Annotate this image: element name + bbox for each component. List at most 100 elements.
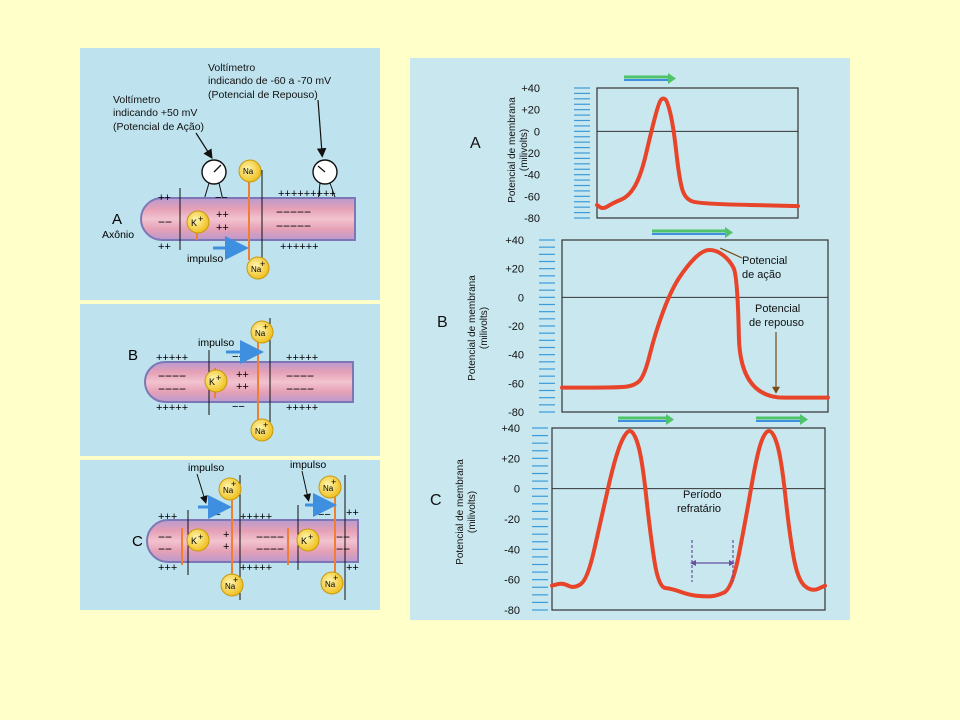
- charge-marks: −−−−: [286, 382, 314, 396]
- callout-arrow: [301, 470, 312, 502]
- panel-label-b: B: [128, 347, 138, 364]
- y-tick-label: +20: [505, 264, 524, 276]
- y-tick-label: 0: [518, 292, 524, 304]
- annotation-refractory-period: refratário: [677, 503, 721, 515]
- annotation-rest-potential: de repouso: [749, 317, 804, 329]
- y-axis-label: (milivolts): [519, 129, 530, 171]
- y-axis-label: Potencial de membrana: [467, 275, 478, 381]
- charge-marks: −−−−: [158, 369, 186, 383]
- charge-marks: −−: [336, 530, 350, 544]
- svg-text:+: +: [263, 420, 268, 430]
- svg-text:+: +: [198, 214, 203, 224]
- charge-marks: −−−−: [256, 542, 284, 556]
- charge-marks: +: [223, 541, 229, 553]
- y-tick-label: -40: [524, 170, 540, 182]
- impulse-label: impulso: [198, 337, 234, 349]
- charge-marks: +++++++++: [278, 188, 336, 200]
- panel-separator: [80, 300, 380, 304]
- svg-text:+: +: [216, 373, 221, 383]
- y-tick-label: -60: [524, 191, 540, 203]
- y-tick-label: -40: [504, 544, 520, 556]
- axon-panel-b: B +++++ −− +++++ −−−− −−−− ++ ++ −−−− −−…: [128, 318, 354, 442]
- annotation-action-potential: de ação: [742, 269, 781, 281]
- axon-panel-c: C +++ −− +++++ −− ++ −− −− + + −−−− −−−−…: [132, 459, 359, 600]
- annotation-action-potential: Potencial: [742, 255, 787, 267]
- charge-marks: +: [223, 529, 229, 541]
- charge-marks: ++: [158, 241, 171, 253]
- charge-marks: +++: [158, 562, 177, 574]
- svg-text:K: K: [301, 536, 307, 546]
- annotation-rest-potential: Potencial: [755, 303, 800, 315]
- svg-text:K: K: [209, 377, 215, 387]
- y-tick-label: 0: [534, 126, 540, 138]
- potassium-ion-icon: K +: [204, 369, 228, 393]
- potassium-ion-icon: K +: [186, 210, 210, 234]
- charge-marks: −−−−−: [276, 205, 311, 219]
- svg-text:+: +: [308, 532, 313, 542]
- callout-action-potential: Voltímetro indicando +50 mV (Potencial d…: [113, 94, 204, 133]
- svg-text:Na: Na: [255, 329, 266, 338]
- svg-text:Na: Na: [225, 582, 236, 591]
- callout-rest-line: Voltímetro: [208, 62, 255, 74]
- charge-marks: +++++: [240, 511, 272, 523]
- callout-arrow: [196, 473, 208, 504]
- propagation-arrowhead: [725, 227, 733, 238]
- y-tick-label: -60: [504, 575, 520, 587]
- callout-rest-line: (Potencial de Repouso): [208, 89, 318, 101]
- svg-text:Na: Na: [255, 427, 266, 436]
- refractory-interval-arrow: [729, 560, 735, 566]
- potassium-ion-icon: K +: [296, 528, 320, 552]
- y-axis-label: (milivolts): [479, 307, 490, 349]
- axon-panel-a: A Axônio ++ −− +++++++++ −− ++ ++ −−−−− …: [102, 159, 356, 280]
- impulse-label: impulso: [187, 253, 223, 265]
- charge-marks: ++: [346, 562, 359, 574]
- charge-marks: +++++: [240, 562, 272, 574]
- charge-marks: ++: [216, 222, 229, 234]
- y-axis-label: Potencial de membrana: [507, 97, 518, 203]
- svg-text:+: +: [231, 479, 236, 489]
- svg-text:K: K: [191, 218, 197, 228]
- charge-marks: +++++: [156, 402, 188, 414]
- y-tick-label: -80: [504, 605, 520, 617]
- svg-text:Na: Na: [323, 484, 334, 493]
- svg-text:+: +: [333, 573, 338, 583]
- callout-rest-potential: Voltímetro indicando de -60 a -70 mV (Po…: [208, 62, 331, 101]
- sodium-ion-icon: Na +: [320, 571, 344, 595]
- charge-marks: −−−−: [256, 530, 284, 544]
- svg-text:Na: Na: [223, 486, 234, 495]
- charge-marks: −−: [158, 542, 172, 556]
- membrane-potential-curve: [550, 429, 827, 599]
- graph-a: +40 +20 0 -20 -40 -60 -80 A Potencial de membran…: [470, 73, 800, 225]
- charge-marks: ++++++: [280, 241, 319, 253]
- sodium-ion-icon: Na +: [318, 475, 342, 499]
- svg-text:K: K: [191, 536, 197, 546]
- panel-label-a: A: [112, 211, 122, 228]
- svg-text:Na: Na: [243, 167, 254, 176]
- callout-arrow: [316, 99, 327, 158]
- y-tick-label: 0: [514, 484, 520, 496]
- svg-text:+: +: [331, 477, 336, 487]
- annotation-pointer: [772, 386, 780, 394]
- charge-marks: ++: [236, 381, 249, 393]
- axon-label: Axônio: [102, 229, 134, 241]
- charge-marks: −−−−−: [276, 219, 311, 233]
- propagation-arrowhead: [666, 414, 674, 425]
- plot-frame: [596, 87, 799, 219]
- y-tick-label: -20: [504, 514, 520, 526]
- svg-text:+: +: [263, 322, 268, 332]
- charge-marks: +++++: [286, 352, 318, 364]
- svg-text:+: +: [233, 575, 238, 585]
- axon-body: [144, 361, 354, 403]
- charge-marks: +++++: [156, 352, 188, 364]
- graph-panel: [410, 58, 850, 620]
- y-axis-label: Potencial de membrana: [455, 459, 466, 565]
- potassium-ion-icon: K +: [186, 528, 210, 552]
- svg-text:Na: Na: [325, 580, 336, 589]
- y-tick-label: -40: [508, 350, 524, 362]
- sodium-ion-icon: Na +: [220, 573, 244, 597]
- propagation-arrowhead: [800, 414, 808, 425]
- y-tick-label: +40: [501, 423, 520, 435]
- charge-marks: −−: [232, 401, 245, 413]
- propagation-arrowhead: [668, 73, 676, 84]
